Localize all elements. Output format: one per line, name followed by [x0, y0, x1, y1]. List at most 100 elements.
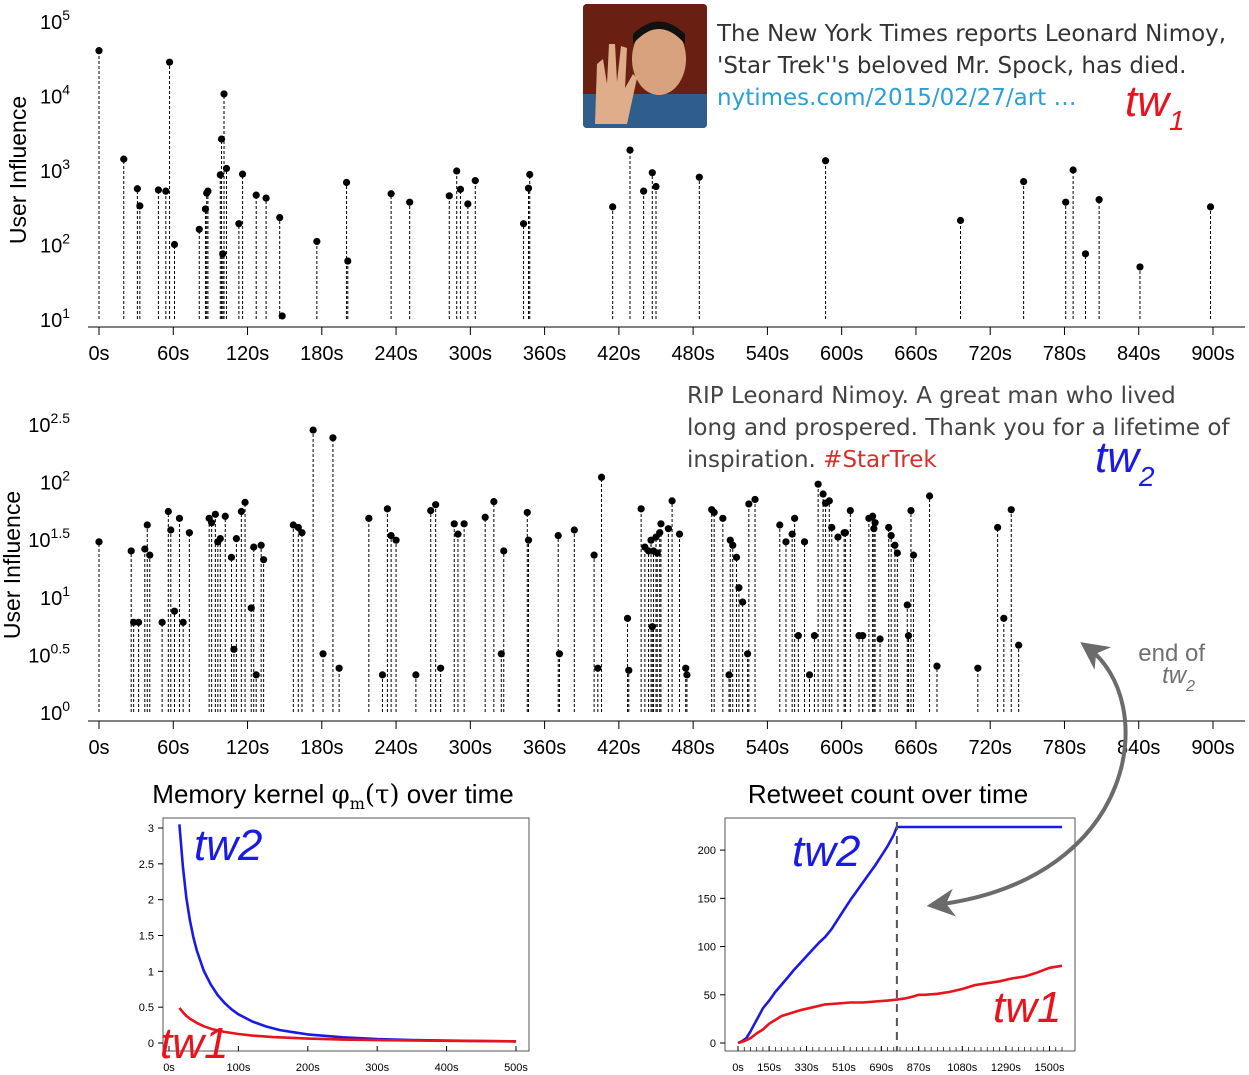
stem-lines: [98, 430, 1020, 712]
data-point: [788, 530, 796, 538]
series-annotation-tw2: tw2: [194, 821, 262, 870]
data-point: [252, 671, 260, 679]
data-point: [158, 618, 166, 626]
x-tick-label: 840s: [1117, 343, 1160, 365]
x-tick-label: 720s: [969, 737, 1012, 759]
data-point: [825, 497, 833, 505]
y-tick-label: 1: [148, 966, 154, 978]
y-tick-label: 105: [40, 7, 70, 34]
data-point: [427, 507, 435, 515]
data-point: [732, 553, 741, 561]
data-point: [810, 632, 819, 640]
stem-lines: [98, 50, 1212, 319]
data-point: [500, 547, 508, 555]
x-tick-label: 0s: [88, 343, 109, 365]
y-axis-ticks: 0 0.5 1 1.5 2 2.5 3: [139, 823, 163, 1050]
data-point: [497, 650, 505, 658]
data-point: [387, 190, 395, 198]
x-tick-label: 540s: [746, 737, 789, 759]
data-point: [298, 529, 306, 537]
end-of-tw2-label: end of: [1138, 640, 1205, 667]
series-annotation-tw1: tw1: [1125, 77, 1185, 136]
data-point: [782, 538, 790, 546]
x-tick-label: 660s: [894, 737, 937, 759]
data-point: [319, 650, 327, 658]
data-point: [956, 216, 965, 225]
data-point: [668, 497, 676, 505]
y-tick-label: 103: [40, 156, 70, 183]
series-lines: [737, 825, 1063, 1045]
x-tick-label: 900s: [1191, 343, 1234, 365]
y-tick-label: 101.5: [28, 525, 70, 552]
data-point: [869, 512, 877, 520]
x-tick-label: 120s: [226, 737, 269, 759]
y-tick-label: 0.5: [139, 1002, 154, 1014]
data-point: [524, 184, 533, 192]
data-point: [260, 556, 268, 564]
series-annotation-tw1: tw1: [160, 1019, 228, 1068]
series-annotation-tw2: tw2: [792, 827, 860, 876]
data-point: [221, 512, 229, 520]
data-point: [250, 543, 258, 551]
data-point: [1081, 250, 1090, 258]
data-point: [195, 225, 203, 233]
data-point: [135, 618, 143, 626]
chart-title: Memory kernel φm(τ) over time: [152, 779, 513, 813]
data-point: [127, 547, 135, 555]
x-tick-label: 330s: [795, 1062, 819, 1074]
y-tick-label: 2: [148, 895, 154, 907]
data-point: [219, 250, 227, 258]
tweet-hashtag[interactable]: #StarTrek: [823, 447, 937, 473]
data-point: [695, 173, 703, 181]
x-axis-ticks: 0s 60s 120s 180s 240s 300s 360s 420s 480s 540s 600…: [88, 327, 1235, 365]
data-point: [519, 220, 528, 228]
x-axis-ticks: 0s 60s 120s 180s 240s 300s 360s 420s 480s 540s 600…: [88, 721, 1235, 759]
data-point: [828, 523, 836, 532]
series-line-tw1: [737, 964, 1063, 1045]
data-point: [523, 508, 531, 517]
data-point: [821, 157, 830, 165]
data-point: [165, 58, 174, 66]
data-point: [432, 501, 440, 509]
data-point: [456, 185, 465, 193]
data-point: [909, 551, 918, 559]
data-point: [454, 530, 462, 538]
y-tick-label: 100: [698, 942, 716, 954]
data-point: [648, 623, 656, 631]
series-line-tw2: [737, 825, 1062, 1045]
data-point: [994, 523, 1002, 532]
data-point: [294, 523, 302, 532]
data-points: [95, 47, 1215, 320]
data-point: [1015, 641, 1023, 649]
data-point: [170, 240, 179, 249]
x-tick-label: 120s: [226, 343, 269, 365]
tweet-link-ellipsis: …: [1053, 85, 1077, 111]
data-point: [1007, 506, 1015, 514]
x-tick-label: 0s: [88, 737, 109, 759]
x-tick-label: 240s: [374, 737, 417, 759]
data-point: [175, 514, 184, 522]
data-point: [814, 480, 822, 488]
x-axis-ticks: 0s 150s 330s 510s 690s 870s 1080s 1290s 1500s: [732, 1046, 1065, 1074]
series-lines: [178, 824, 517, 1043]
y-tick-label: 2.5: [139, 859, 154, 871]
data-point: [387, 531, 395, 540]
x-tick-label: 780s: [1043, 737, 1086, 759]
data-point: [335, 664, 343, 672]
x-tick-label: 660s: [894, 343, 937, 365]
data-point: [130, 618, 138, 626]
data-point: [365, 514, 373, 522]
data-point: [682, 664, 690, 672]
y-tick-label: 1.5: [139, 931, 154, 943]
x-tick-label: 200s: [296, 1062, 320, 1074]
x-tick-label: 720s: [969, 343, 1012, 365]
data-point: [230, 645, 238, 653]
y-axis-ticks: 0 50 100 150 200: [698, 845, 725, 1050]
data-point: [220, 90, 228, 98]
chart-title: Retweet count over time: [748, 779, 1028, 809]
x-tick-label: 60s: [157, 343, 189, 365]
data-point: [278, 312, 286, 320]
data-point: [344, 257, 352, 265]
data-point: [664, 525, 672, 533]
tweet-link[interactable]: nytimes.com/2015/02/27/art: [717, 85, 1047, 111]
